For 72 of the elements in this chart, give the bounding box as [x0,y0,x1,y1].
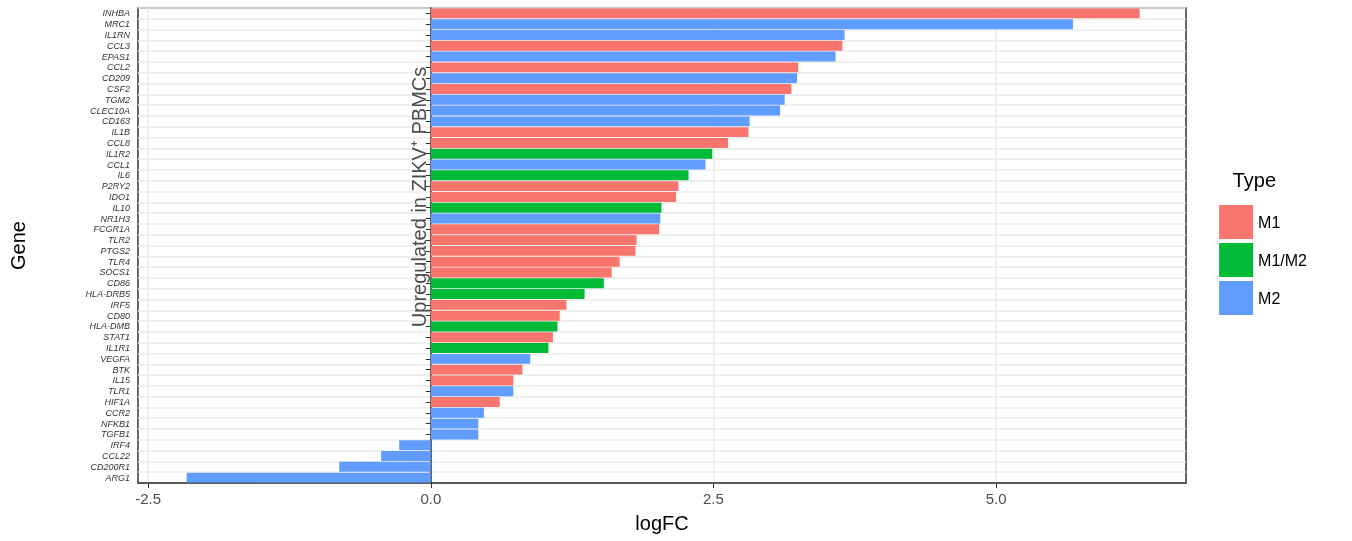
bar [430,397,500,407]
y-tick-label: CCL8 [106,137,130,148]
y-tick-label: STAT1 [103,332,130,343]
y-axis-title: Gene [7,221,29,270]
y-tick-label: TLR2 [107,235,130,246]
bar [430,353,531,364]
bar [430,202,662,213]
y-tick-label: CCR2 [105,407,130,418]
y-tick-label: SOCS1 [99,267,130,278]
x-tick-label: -2.5 [135,490,162,507]
y-tick-label: NR1H3 [100,213,130,224]
legend-label: M1/M2 [1258,251,1308,269]
bar [430,170,689,181]
bar [430,8,1140,19]
x-tick-label: 5.0 [985,490,1007,507]
y-tick-label: IL1B [111,127,130,138]
y-tick-label: ARG1 [104,472,130,483]
y-tick-label: HLA-DMB [89,321,130,332]
y-tick-label: IL1R2 [105,148,130,159]
y-tick-label: IL6 [117,170,130,181]
y-tick-label: NFKB1 [100,418,130,429]
annotation: Upregulated in ZIKV⁺ PBMCs [407,66,430,328]
bar [430,386,514,397]
y-tick-label: VEGFA [100,353,130,364]
y-tick-label: CD86 [106,278,130,289]
x-tick-label: 0.0 [420,490,442,507]
y-tick-label: IRF4 [110,440,130,451]
y-tick-label: PTGS2 [100,245,130,256]
bar [430,73,798,84]
y-tick-label: CCL1 [106,159,130,170]
y-tick-label: CLEC10A [89,105,130,116]
bar [430,40,843,51]
y-tick-label: EPAS1 [101,51,130,62]
bar [430,159,706,170]
y-tick-label: IL15 [112,375,131,386]
y-tick-label: IL1R1 [105,343,130,354]
y-tick-label: IL10 [112,202,130,213]
y-tick-label: CD163 [101,116,130,127]
bar [430,62,799,73]
y-tick-label: TGFB1 [100,429,130,440]
y-tick-label: CCL2 [106,62,130,73]
x-tick-label: 2.5 [703,490,724,507]
y-tick-label: CSF2 [106,83,130,94]
legend-label: M1 [1258,213,1281,231]
y-tick-label: TLR4 [107,256,130,267]
bar [430,84,792,94]
y-tick-label: IL1RN [104,29,131,40]
y-tick-label: FCGR1A [93,224,130,235]
bar [430,343,549,354]
y-tick-label: CCL3 [106,40,130,51]
y-tick-label: HIF1A [104,397,130,408]
legend-label: M2 [1258,289,1281,307]
y-tick-label: CD80 [106,310,130,321]
y-tick-label: CD200R1 [90,461,130,472]
y-tick-label: P2RY2 [101,181,130,192]
y-tick-label: CCL22 [101,451,130,462]
y-tick-label: IRF5 [110,299,131,310]
y-tick-label: BTK [112,364,131,375]
y-tick-label: TLR1 [107,386,130,397]
y-tick-label: INHBA [102,8,130,19]
y-tick-label: IDO1 [108,191,130,202]
bar [430,148,713,159]
bar [430,332,553,343]
y-tick-label: TGM2 [104,94,130,105]
bar [430,213,661,224]
y-tick-label: MRC1 [104,19,130,30]
bar [430,51,836,62]
x-axis-title: logFC [635,512,689,534]
y-tick-label: HLA-DRB5 [85,289,131,300]
bar [430,321,558,332]
y-tick-label: CD209 [101,73,130,84]
legend-title: Type [1232,169,1276,191]
